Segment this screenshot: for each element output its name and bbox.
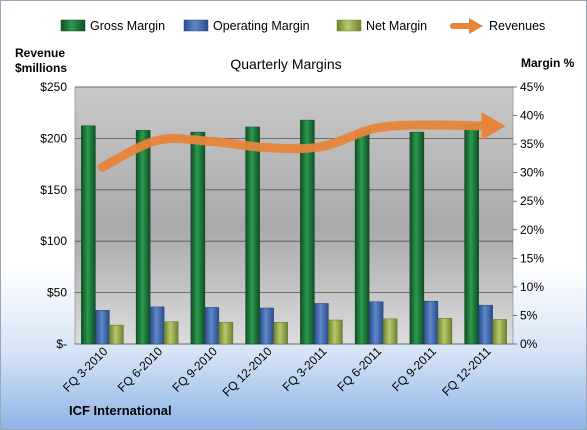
right-tick-label: 5% — [520, 308, 538, 322]
left-tick-label: $200 — [40, 131, 67, 145]
left-tick-label: $150 — [40, 183, 67, 197]
left-tick-label: $50 — [47, 286, 67, 300]
revenue-line — [97, 112, 506, 172]
operating-margin-bar — [204, 307, 220, 345]
left-tick-label: $100 — [40, 234, 67, 248]
revenues-line — [97, 120, 493, 172]
legend-arrowhead-revenues — [469, 18, 483, 34]
legend-label-gross-margin: Gross Margin — [90, 19, 165, 33]
gross-margin-bar — [135, 130, 151, 345]
gross-margin-bar — [245, 126, 260, 345]
legend-swatch-gross-margin — [60, 19, 86, 32]
legend-swatch-net-margin — [336, 19, 362, 32]
operating-margin-bar — [149, 306, 165, 345]
net-margin-bar — [163, 321, 179, 345]
net-margin-bar — [109, 324, 124, 345]
left-tick-label: $- — [56, 337, 67, 351]
category-label: FQ 6-2011 — [334, 344, 384, 394]
legend-item-revenues: Revenues — [450, 18, 545, 34]
category-label: FQ 9-2011 — [389, 344, 439, 394]
operating-margin-bar — [423, 300, 439, 345]
revenues-arrowhead — [481, 112, 506, 141]
legend-label-revenues: Revenues — [489, 19, 545, 33]
category-labels: FQ 3-2010 FQ 6-2010 FQ 9-2010 FQ 12-2010 FQ … — [60, 344, 494, 399]
right-tick-label: 0% — [520, 337, 538, 351]
legend-label-net-margin: Net Margin — [366, 19, 427, 33]
left-axis-label-line1: Revenue — [15, 46, 65, 60]
category-label: FQ 12-2010 — [220, 344, 275, 399]
category-label: FQ 9-2010 — [170, 344, 221, 395]
category-label: FQ 12-2011 — [439, 344, 494, 399]
legend-label-operating-margin: Operating Margin — [213, 19, 310, 33]
operating-margin-bar — [368, 301, 384, 345]
gross-margin-bar — [464, 123, 479, 345]
gross-margin-bar — [354, 130, 370, 345]
gross-margin-bar — [409, 131, 425, 345]
right-tick-label: 45% — [520, 80, 544, 94]
gross-margin-bar — [190, 131, 206, 345]
net-margin-bar — [218, 322, 234, 345]
chart-title: Quarterly Margins — [230, 56, 341, 72]
category-label: FQ 3-2010 — [60, 344, 111, 395]
right-tick-label: 15% — [520, 251, 544, 265]
legend-item-gross-margin: Gross Margin — [60, 19, 165, 33]
net-margin-bar — [437, 318, 453, 345]
left-tick-label: $250 — [40, 80, 67, 94]
left-axis-ticks: $- $50 $100 $150 $200 $250 — [40, 80, 67, 351]
right-tick-label: 30% — [520, 166, 544, 180]
gross-margin-bar — [81, 125, 96, 345]
right-tick-label: 40% — [520, 109, 544, 123]
operating-margin-bar — [478, 304, 493, 345]
gross-margin-bar — [300, 119, 315, 345]
legend-swatch-operating-margin — [183, 19, 209, 32]
net-margin-bar — [492, 319, 507, 345]
operating-margin-bar — [259, 307, 274, 345]
net-margin-bar — [328, 319, 343, 345]
right-axis-label: Margin % — [521, 56, 575, 70]
right-tick-label: 10% — [520, 280, 544, 294]
legend-item-operating-margin: Operating Margin — [183, 19, 310, 33]
legend-item-net-margin: Net Margin — [336, 19, 427, 33]
bars — [81, 119, 507, 345]
net-margin-bar — [382, 318, 398, 345]
left-axis-label-line2: $millions — [15, 61, 67, 75]
right-axis-ticks: 0% 5% 10% 15% 20% 25% 30% 35% 40% 45% — [513, 80, 544, 351]
right-tick-label: 35% — [520, 137, 544, 151]
right-tick-label: 20% — [520, 223, 544, 237]
operating-margin-bar — [95, 310, 110, 345]
net-margin-bar — [273, 322, 288, 345]
legend: Gross Margin Operating Margin Net Margin… — [60, 18, 545, 34]
operating-margin-bar — [314, 303, 329, 345]
category-label: FQ 3-2011 — [280, 344, 330, 394]
company-name: ICF International — [69, 403, 172, 418]
right-tick-label: 25% — [520, 194, 544, 208]
category-label: FQ 6-2010 — [115, 344, 166, 395]
